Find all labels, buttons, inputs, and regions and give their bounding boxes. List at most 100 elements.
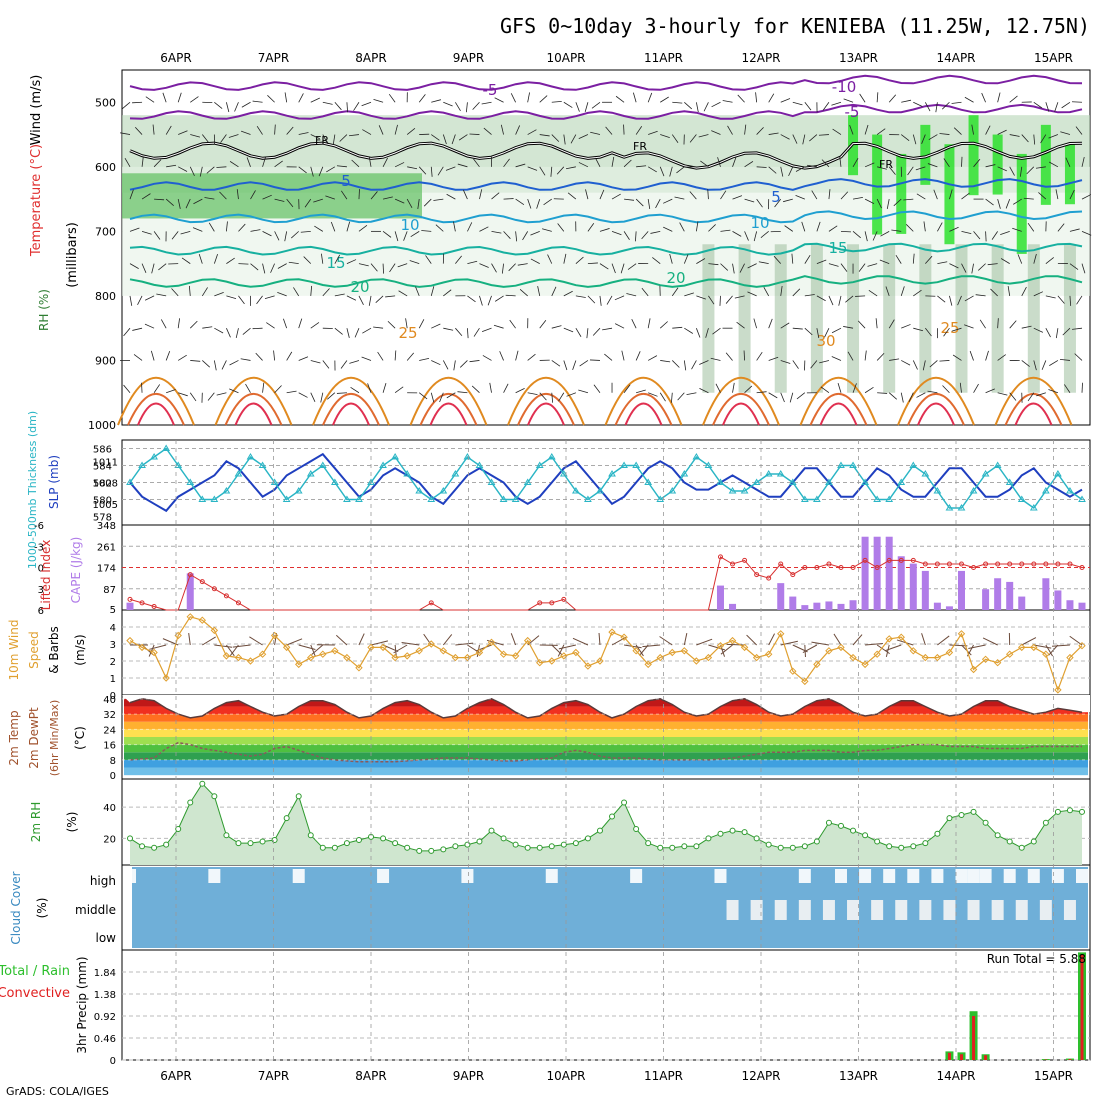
wind-barb bbox=[937, 222, 943, 232]
thickness-point bbox=[849, 461, 857, 468]
wind-barb bbox=[1075, 126, 1083, 135]
wind-barb bbox=[274, 198, 285, 202]
wind-barb bbox=[949, 189, 953, 200]
lifted-index-point bbox=[223, 593, 229, 599]
wind-barb bbox=[483, 127, 492, 135]
isotherm-label: 25 bbox=[940, 319, 959, 337]
wind-barb bbox=[563, 360, 568, 371]
run-total-label: Run Total = 5.88 bbox=[987, 952, 1086, 966]
wind-barb bbox=[806, 164, 817, 168]
isotherm-label: -10 bbox=[832, 78, 857, 96]
wind-barb bbox=[623, 124, 625, 135]
wind-barb bbox=[780, 392, 785, 403]
wind-barb bbox=[964, 96, 974, 103]
wind-barb bbox=[570, 134, 577, 144]
wind-barb-10m bbox=[768, 633, 775, 646]
wind-barb bbox=[213, 254, 218, 264]
thickness-point bbox=[523, 478, 532, 485]
wind-barb bbox=[985, 388, 995, 394]
wind-barb bbox=[467, 222, 473, 232]
wind-barb bbox=[684, 101, 693, 110]
lifted-index-point bbox=[766, 575, 772, 581]
thickness-point bbox=[981, 470, 990, 477]
wind-barb-10m bbox=[226, 644, 235, 657]
rh-low-cell bbox=[702, 244, 715, 393]
wind-barb bbox=[310, 166, 314, 177]
wind-barb bbox=[943, 327, 950, 337]
rh-point bbox=[898, 844, 905, 851]
wind-barb bbox=[1040, 134, 1047, 144]
lifted-index-point bbox=[1067, 561, 1073, 567]
wind-barb bbox=[951, 101, 962, 104]
wind-barb bbox=[256, 295, 263, 305]
thickness-point bbox=[1054, 470, 1062, 477]
wind-speed-point bbox=[198, 616, 207, 624]
wind-barb bbox=[804, 102, 812, 111]
wind-barb bbox=[494, 295, 504, 302]
boundary-layer-isotherm bbox=[1014, 402, 1053, 426]
cape-bar bbox=[837, 603, 845, 610]
wind-barb bbox=[519, 289, 528, 297]
wind-barb bbox=[274, 160, 283, 168]
wind-barb bbox=[669, 166, 673, 177]
wind-barb bbox=[314, 225, 324, 232]
thickness-point bbox=[1005, 478, 1014, 485]
lifted-index-point bbox=[995, 561, 1001, 567]
wind-barb bbox=[985, 164, 996, 168]
wind-barb bbox=[840, 230, 851, 233]
freezing-level-label: FR bbox=[633, 140, 647, 153]
wind-barb bbox=[997, 354, 1006, 361]
wind-barb bbox=[537, 286, 541, 296]
rh-point bbox=[982, 819, 989, 826]
wind-barb bbox=[816, 295, 826, 302]
wind-barb bbox=[320, 392, 324, 403]
wind-barb bbox=[979, 319, 986, 329]
wind-barb bbox=[129, 295, 133, 306]
wind-barb bbox=[575, 256, 584, 264]
thickness-point bbox=[752, 478, 761, 485]
wind-barb bbox=[578, 134, 589, 139]
wind-barb bbox=[451, 134, 456, 145]
wind-barb bbox=[912, 360, 918, 370]
thickness-point bbox=[933, 487, 942, 494]
wind-barb bbox=[439, 392, 444, 403]
wind-speed-point bbox=[993, 658, 1002, 667]
wind-barb bbox=[913, 327, 924, 332]
boundary-layer-isotherm bbox=[117, 377, 195, 426]
date-top-label: 9APR bbox=[453, 51, 484, 65]
wind-barb bbox=[406, 198, 413, 209]
wind-barb bbox=[229, 161, 239, 168]
wind-barb bbox=[1021, 134, 1029, 143]
wind-barb bbox=[467, 260, 478, 265]
cloud-mid-cell bbox=[822, 900, 835, 920]
wind-speed-point bbox=[777, 630, 785, 638]
wind-barb bbox=[242, 327, 251, 335]
wind-barb bbox=[563, 253, 567, 264]
thickness-point bbox=[571, 487, 580, 494]
wind-barb bbox=[647, 355, 658, 361]
wind-barb bbox=[188, 285, 191, 296]
wind-speed-point bbox=[945, 648, 954, 657]
date-bottom-label: 9APR bbox=[453, 1069, 484, 1083]
wind-barb bbox=[604, 353, 613, 361]
wind-speed-point bbox=[1030, 643, 1038, 652]
wind-barb bbox=[711, 101, 721, 108]
wind-barb bbox=[753, 318, 758, 329]
rh-point bbox=[1054, 808, 1061, 815]
rh-point bbox=[572, 840, 579, 847]
wind-speed-point bbox=[813, 660, 821, 669]
wind-barb bbox=[888, 319, 895, 329]
wind-barb bbox=[443, 289, 452, 297]
wind-barb bbox=[150, 350, 155, 361]
thickness-point bbox=[692, 453, 701, 460]
wind-barb bbox=[715, 383, 721, 393]
thickness-point bbox=[632, 461, 641, 468]
wind-barb bbox=[515, 198, 525, 206]
wind-barb bbox=[180, 230, 191, 235]
wind-barb bbox=[672, 326, 683, 329]
wind-barb bbox=[843, 98, 854, 103]
wind-barb bbox=[647, 318, 651, 329]
wind-barb bbox=[732, 382, 735, 393]
thickness-point bbox=[776, 470, 785, 477]
rh-moist-cell bbox=[944, 144, 955, 245]
